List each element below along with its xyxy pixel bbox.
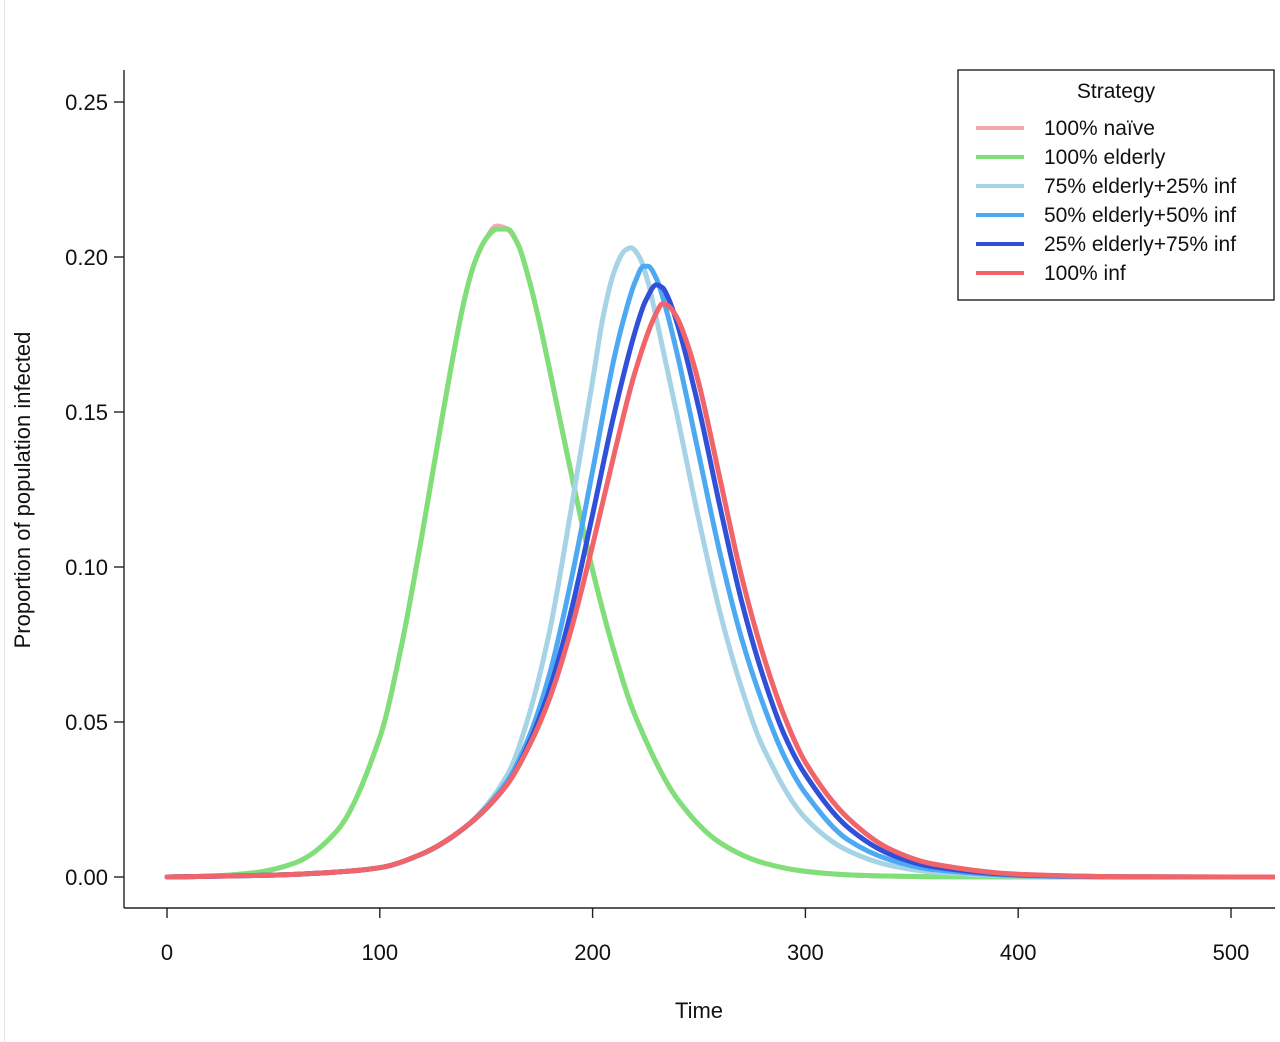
series-line-25-elderly-75-inf bbox=[164, 282, 1275, 880]
x-tick-label: 0 bbox=[161, 940, 173, 965]
legend-label-100-elderly: 100% elderly bbox=[1044, 146, 1166, 169]
legend-label-25-elderly-75-inf: 25% elderly+75% inf bbox=[1044, 233, 1236, 256]
legend-label-100-inf: 100% inf bbox=[1044, 262, 1126, 285]
series-line-50-elderly-50-inf bbox=[164, 263, 1275, 880]
legend-entries: 100% naïve 100% elderly 75% elderly+25% in… bbox=[976, 117, 1236, 285]
legend-label-100-na-ve: 100% naïve bbox=[1044, 117, 1155, 140]
y-axis-title: Proportion of population infected bbox=[10, 332, 35, 649]
image-border-line bbox=[4, 0, 5, 1042]
x-tick-label: 200 bbox=[574, 940, 611, 965]
x-tick-label: 400 bbox=[1000, 940, 1037, 965]
series-layer bbox=[164, 223, 1275, 880]
y-tick-label: 0.25 bbox=[65, 90, 108, 115]
legend: Strategy 100% naïve 100% elderly 75% elder… bbox=[957, 69, 1275, 301]
x-tick-label: 100 bbox=[361, 940, 398, 965]
x-tick-label: 500 bbox=[1213, 940, 1250, 965]
legend-title: Strategy bbox=[1077, 80, 1156, 103]
y-tick-label: 0.20 bbox=[65, 245, 108, 270]
axes: 0.00 0.05 0.10 0.15 0.20 0.25 0 100 200 300 400 500 bbox=[65, 70, 1275, 965]
x-tick-label: 300 bbox=[787, 940, 824, 965]
y-tick-label: 0.15 bbox=[65, 400, 108, 425]
legend-label-50-elderly-50-inf: 50% elderly+50% inf bbox=[1044, 204, 1236, 227]
y-tick-label: 0.10 bbox=[65, 555, 108, 580]
y-tick-label: 0.05 bbox=[65, 710, 108, 735]
legend-label-75-elderly-25-inf: 75% elderly+25% inf bbox=[1044, 175, 1236, 198]
series-line-100-elderly bbox=[164, 226, 1275, 880]
y-tick-label: 0.00 bbox=[65, 865, 108, 890]
x-axis-title: Time bbox=[675, 998, 723, 1023]
series-line-100-inf bbox=[164, 301, 1275, 880]
